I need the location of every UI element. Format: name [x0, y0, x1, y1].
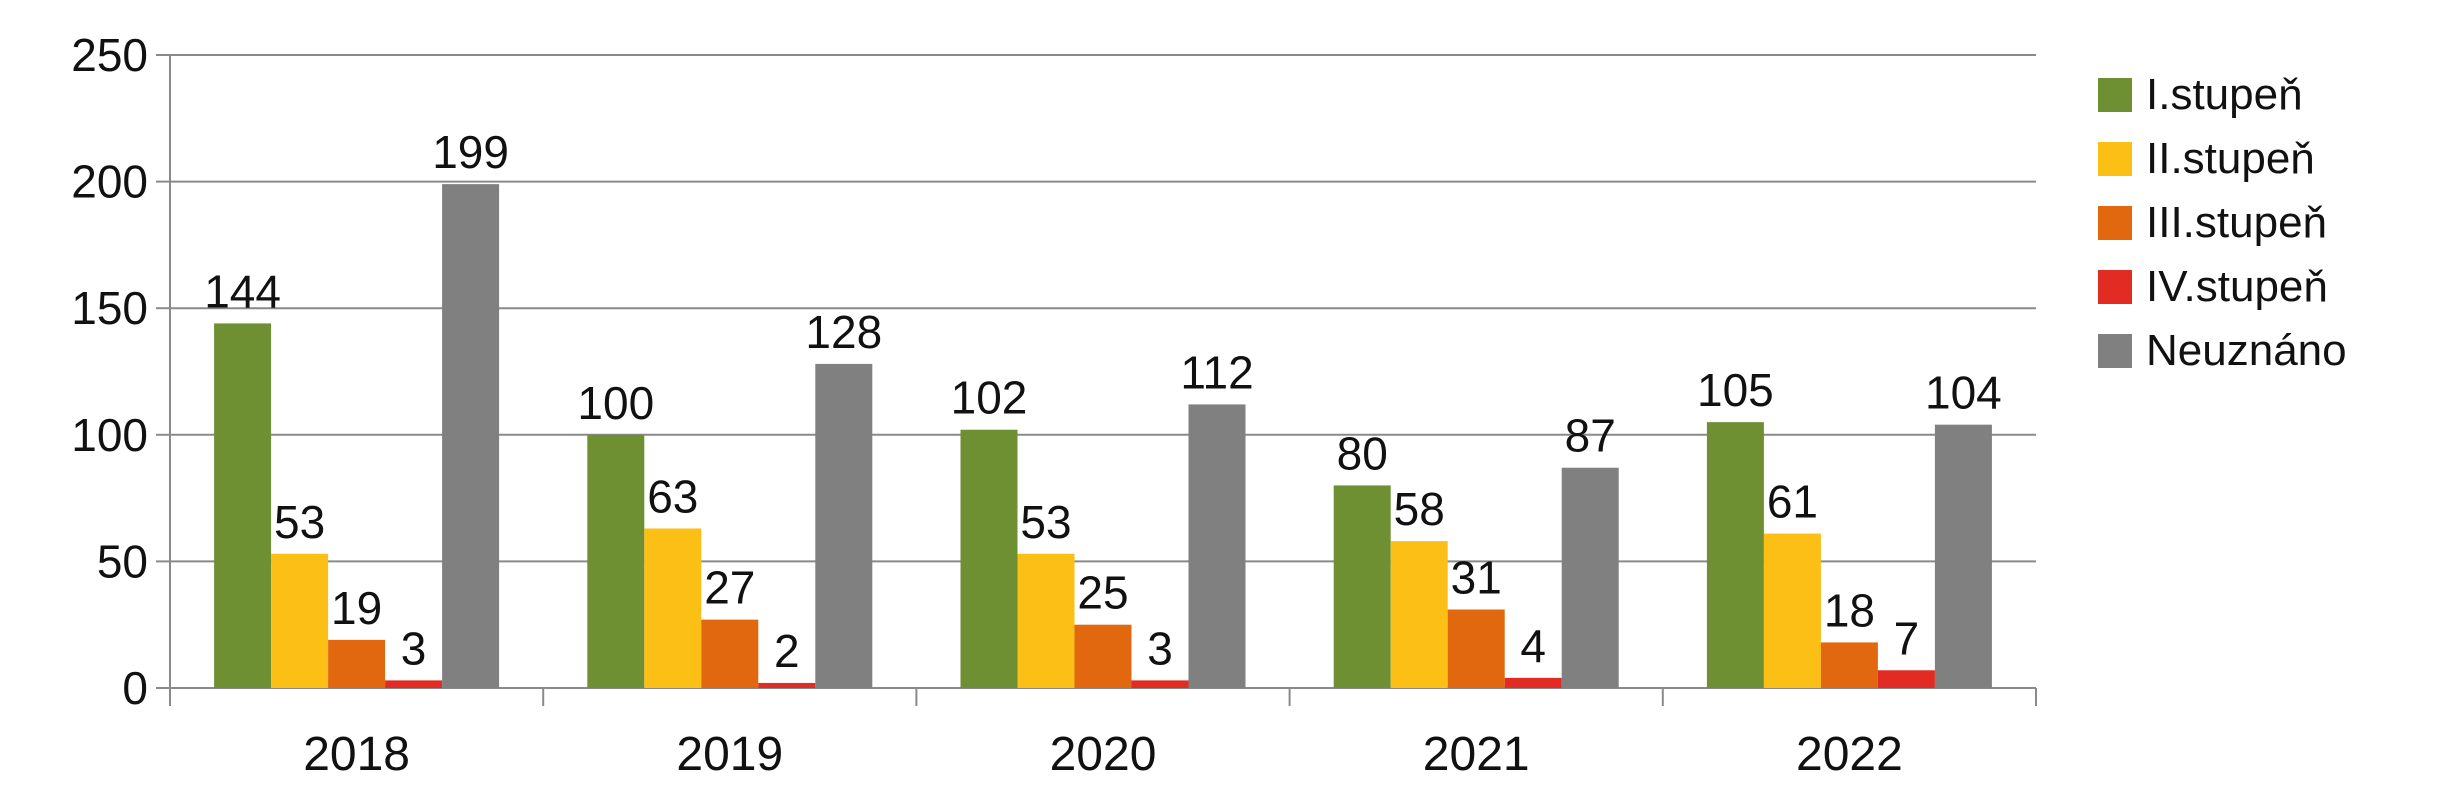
data-label: 58 — [1394, 483, 1445, 535]
data-label: 80 — [1337, 427, 1388, 479]
legend-label: II.stupeň — [2146, 134, 2315, 183]
x-category-label: 2020 — [1050, 728, 1157, 781]
bar-IV.stupeň-2021 — [1504, 677, 1562, 688]
bar-II.stupeň-2019 — [644, 528, 702, 688]
bar-I.stupeň-2021 — [1333, 485, 1391, 688]
bar-II.stupeň-2020 — [1017, 553, 1075, 688]
legend-swatch — [2098, 142, 2132, 176]
bar-Neuznáno-2021 — [1561, 467, 1619, 688]
legend-swatch — [2098, 270, 2132, 304]
data-label: 112 — [1180, 346, 1253, 398]
bar-IV.stupeň-2020 — [1131, 680, 1189, 688]
x-category-label: 2019 — [676, 728, 783, 781]
bar-I.stupeň-2019 — [587, 434, 645, 688]
legend-swatch — [2098, 78, 2132, 112]
bar-Neuznáno-2020 — [1188, 404, 1246, 688]
bar-Neuznáno-2018 — [442, 184, 500, 688]
bar-Neuznáno-2019 — [815, 363, 873, 688]
legend-swatch — [2098, 334, 2132, 368]
data-label: 105 — [1697, 364, 1774, 416]
legend-label: Neuznáno — [2146, 326, 2347, 375]
legend-swatch — [2098, 206, 2132, 240]
data-label: 87 — [1565, 410, 1616, 462]
data-label: 53 — [1020, 496, 1071, 548]
data-label: 199 — [432, 126, 509, 178]
data-label: 53 — [274, 496, 325, 548]
data-label: 27 — [704, 562, 755, 614]
bar-Neuznáno-2022 — [1934, 424, 1992, 688]
legend-label: IV.stupeň — [2146, 262, 2328, 311]
data-label: 144 — [204, 265, 281, 317]
legend-label: III.stupeň — [2146, 198, 2327, 247]
data-label: 63 — [647, 470, 698, 522]
data-label: 61 — [1767, 476, 1818, 528]
bar-II.stupeň-2018 — [271, 553, 329, 688]
y-tick-label: 200 — [71, 156, 148, 208]
y-tick-label: 250 — [71, 29, 148, 81]
data-label: 128 — [805, 306, 882, 358]
bar-III.stupeň-2020 — [1074, 624, 1132, 688]
data-label: 2 — [774, 625, 800, 677]
x-category-label: 2021 — [1423, 728, 1530, 781]
data-label: 31 — [1451, 552, 1502, 604]
bar-III.stupeň-2022 — [1820, 642, 1878, 688]
bar-II.stupeň-2022 — [1763, 533, 1821, 688]
data-label: 102 — [951, 372, 1028, 424]
bar-IV.stupeň-2022 — [1877, 670, 1935, 688]
data-label: 100 — [577, 377, 654, 429]
bar-IV.stupeň-2018 — [385, 680, 443, 688]
data-label: 25 — [1077, 567, 1128, 619]
y-tick-label: 50 — [97, 535, 148, 587]
data-label: 7 — [1894, 612, 1920, 664]
data-label: 4 — [1520, 620, 1546, 672]
data-label: 3 — [1147, 622, 1173, 674]
bars — [214, 184, 1992, 688]
y-tick-label: 100 — [71, 409, 148, 461]
bar-III.stupeň-2021 — [1447, 609, 1505, 688]
y-tick-label: 0 — [122, 662, 148, 714]
bar-I.stupeň-2018 — [214, 323, 272, 688]
data-label: 104 — [1925, 367, 2002, 419]
axes: 0 50 100 150 200 250 2018 2019 2020 2021 2022 — [71, 29, 2037, 781]
legend: I.stupeň II.stupeň III.stupeň IV.stupeň Neuz… — [2098, 70, 2347, 375]
data-label: 3 — [401, 622, 427, 674]
data-labels: 1445319319910063272128102532531128058314… — [204, 126, 2002, 677]
bar-I.stupeň-2022 — [1706, 422, 1764, 688]
legend-label: I.stupeň — [2146, 70, 2303, 119]
x-category-label: 2022 — [1796, 728, 1903, 781]
bar-III.stupeň-2019 — [701, 619, 759, 688]
bar-IV.stupeň-2019 — [758, 682, 816, 688]
x-category-label: 2018 — [303, 728, 410, 781]
data-label: 18 — [1824, 584, 1875, 636]
bar-III.stupeň-2018 — [328, 639, 386, 688]
bar-II.stupeň-2021 — [1390, 541, 1448, 688]
y-tick-label: 150 — [71, 282, 148, 334]
bar-I.stupeň-2020 — [960, 429, 1018, 688]
data-label: 19 — [331, 582, 382, 634]
